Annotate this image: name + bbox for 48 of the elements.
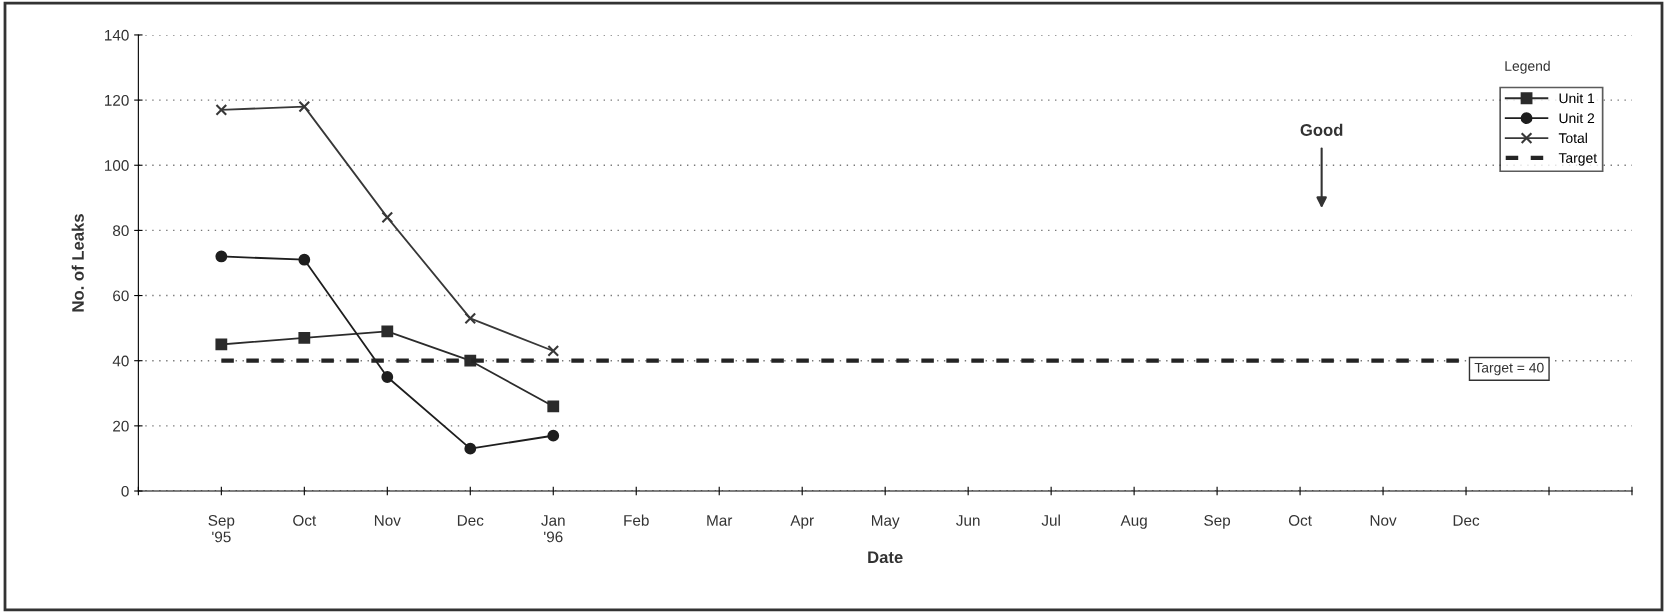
point (547, 429, 560, 442)
y-tick-label: 140 (105, 29, 129, 41)
x-tick-label: Feb (624, 514, 649, 526)
x-tick-label: Nov (374, 515, 401, 526)
y-tick-label: 80 (113, 225, 129, 237)
point (547, 345, 560, 357)
point (298, 253, 311, 266)
point (464, 312, 477, 325)
x-tick-label: Dec (457, 515, 484, 526)
x-tick-label: Apr (790, 515, 814, 529)
x-tick-label: May (872, 515, 900, 529)
legend-label: Total (1558, 132, 1587, 144)
x-tick-label: Oct (1288, 515, 1312, 526)
legend-label: Target (1558, 153, 1597, 166)
point (298, 100, 311, 113)
y-axis-title: No. of Leaks (71, 214, 84, 312)
point (215, 103, 228, 116)
point (381, 371, 394, 383)
y-tick-label: 20 (113, 420, 129, 432)
x-axis-title: Date (868, 551, 903, 564)
x-tick-label: Jul (1041, 514, 1060, 526)
y-tick-label: 0 (121, 485, 129, 497)
x-tick-label: Aug (1120, 515, 1147, 529)
point (381, 325, 394, 338)
annotation: Good (1300, 123, 1343, 136)
point (547, 400, 560, 413)
x-tick-label: Jan '96 (541, 515, 565, 543)
y-tick-label: 120 (105, 94, 129, 106)
legend-title: Legend (1505, 60, 1550, 74)
point (381, 211, 394, 224)
point (215, 338, 228, 351)
x-tick-label: Sep '95 (208, 515, 235, 543)
point (215, 250, 228, 263)
point (464, 354, 477, 367)
point (464, 442, 477, 455)
legend-label: Unit 1 (1559, 93, 1595, 104)
x-tick-label: Nov (1370, 515, 1397, 526)
x-tick-label: Jun (956, 515, 980, 526)
annotation: Target = 40 (1474, 362, 1544, 376)
legend-label: Unit 2 (1559, 112, 1595, 124)
x-tick-label: Mar (707, 515, 733, 526)
x-tick-label: Sep (1204, 515, 1231, 529)
y-tick-label: 60 (113, 290, 129, 302)
y-tick-label: 40 (112, 355, 129, 367)
y-tick-label: 100 (105, 160, 129, 171)
x-tick-label: Dec (1453, 515, 1480, 526)
point (298, 332, 311, 344)
x-tick-label: Oct (293, 515, 317, 526)
